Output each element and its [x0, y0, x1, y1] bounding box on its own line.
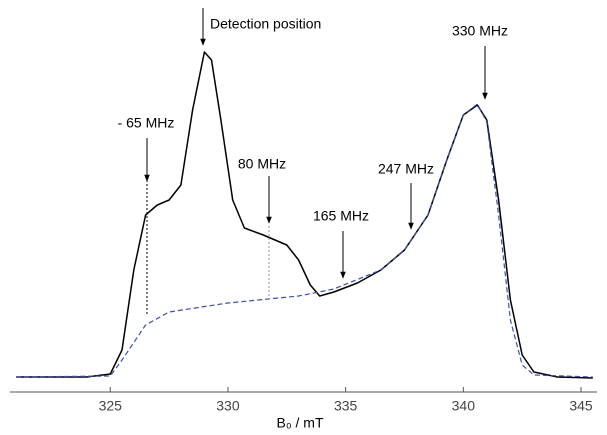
annotation: - 65 MHz [118, 115, 175, 131]
x-tick-label: 325 [99, 398, 123, 414]
annotation: Detection position [210, 16, 321, 32]
annotation: 165 MHz [313, 208, 369, 224]
x-tick-label: 330 [216, 398, 240, 414]
spectrum-line [16, 51, 593, 379]
annotation: 80 MHz [238, 156, 286, 172]
x-tick-label: 345 [569, 398, 593, 414]
annotation: 247 MHz [378, 161, 434, 177]
annotation: 330 MHz [452, 23, 508, 39]
dashed-line [16, 103, 593, 378]
x-tick-label: 335 [334, 398, 358, 414]
x-axis-label: B₀ / mT [276, 415, 323, 431]
x-tick-label: 340 [452, 398, 476, 414]
